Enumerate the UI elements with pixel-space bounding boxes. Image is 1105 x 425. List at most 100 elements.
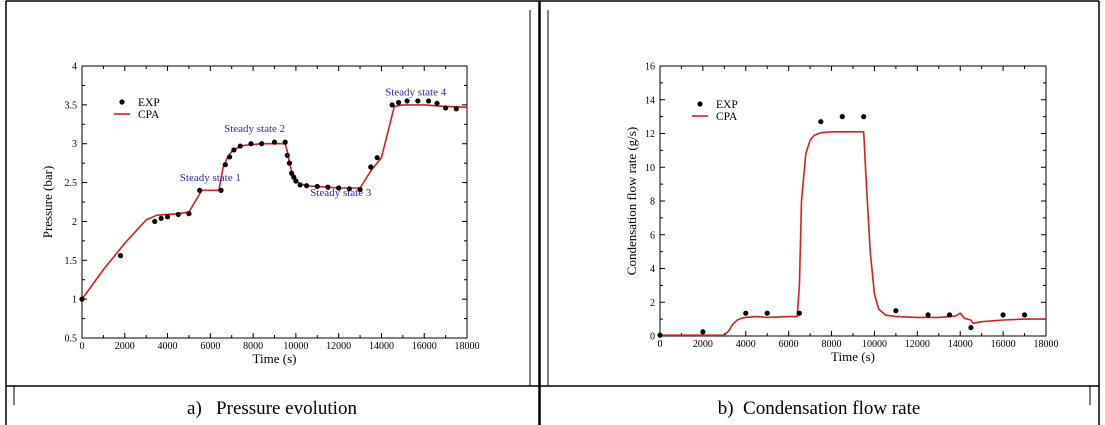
data-point-exp — [839, 114, 845, 120]
y-tick-label: 2 — [650, 298, 655, 309]
pressure-chart: 0 2000 4000 6000 8000 10000 12000 14000 16000 180… — [40, 62, 480, 367]
data-point-exp — [152, 218, 158, 225]
x-axis-label: Time (s) — [253, 351, 297, 366]
y-tick-label: 0 — [650, 332, 655, 343]
data-point-exp — [336, 185, 342, 191]
data-point-exp — [271, 139, 278, 145]
data-point-exp — [374, 155, 380, 161]
x-axis-label: Time (s) — [831, 349, 875, 364]
data-point-exp — [946, 312, 953, 318]
data-point-exp — [286, 160, 293, 166]
data-point-exp — [231, 147, 237, 153]
data-point-exp — [404, 98, 410, 104]
data-point-exp — [79, 296, 85, 302]
data-point-exp — [368, 164, 374, 170]
data-point-exp — [197, 187, 203, 193]
x-tick-label: 10000 — [283, 341, 308, 352]
data-point-exp — [818, 119, 824, 125]
annotation: Steady state 4 — [385, 87, 447, 99]
data-point-exp — [314, 183, 320, 190]
condensation-chart: 0 2000 4000 6000 8000 10000 12000 14000 16000 180… — [624, 62, 1059, 365]
data-point-exp — [226, 154, 233, 160]
y-tick-label: 10 — [645, 163, 655, 174]
x-tick-label: 16000 — [412, 341, 437, 352]
data-point-exp — [289, 170, 295, 176]
y-tick-label: 1 — [72, 295, 77, 306]
legend-label-cpa: CPA — [138, 109, 160, 121]
legend-label-exp: EXP — [138, 97, 160, 109]
x-tick-label: 10000 — [862, 339, 887, 350]
x-tick-label: 8000 — [822, 339, 842, 350]
data-point-exp — [175, 211, 181, 218]
x-tick-label: 14000 — [369, 341, 394, 352]
data-point-exp — [389, 102, 395, 108]
y-tick-label: 8 — [650, 197, 655, 208]
data-point-exp — [434, 100, 440, 106]
data-point-exp — [796, 310, 802, 316]
x-tick-label: 16000 — [991, 339, 1016, 350]
x-tick-label: 0 — [80, 341, 85, 352]
series-line-cpa — [660, 131, 1046, 336]
data-point-exp — [164, 214, 171, 220]
x-tick-label: 4000 — [736, 339, 756, 350]
data-point-exp — [357, 186, 363, 193]
x-tick-label: 6000 — [200, 341, 220, 352]
data-point-exp — [453, 106, 459, 112]
data-point-exp — [657, 332, 663, 338]
legend-label-exp: EXP — [716, 99, 738, 111]
y-tick-label: 0.5 — [65, 334, 78, 345]
y-tick-label: 16 — [645, 62, 655, 73]
data-point-exp — [443, 105, 449, 111]
y-tick-label: 1.5 — [65, 256, 78, 267]
data-point-exp — [743, 310, 749, 316]
caption-pressure-evolution: a) Pressure evolution — [187, 398, 357, 419]
y-tick-label: 4 — [72, 62, 77, 73]
data-point-exp — [284, 152, 290, 158]
annotation: Steady state 2 — [224, 123, 285, 135]
y-axis-label: Pressure (bar) — [40, 166, 55, 239]
data-point-exp — [346, 186, 352, 192]
plot-a-image-frame — [13, 10, 531, 405]
data-point-exp — [325, 184, 331, 190]
data-point-exp — [893, 308, 899, 314]
y-tick-label: 3.5 — [65, 100, 78, 111]
data-point-exp — [222, 162, 228, 168]
x-tick-label: 2000 — [115, 341, 135, 352]
legend-marker-exp — [119, 99, 125, 105]
data-point-exp — [764, 310, 770, 316]
data-point-exp — [282, 139, 288, 145]
table-frame — [5, 0, 1100, 425]
data-point-exp — [297, 182, 303, 188]
y-tick-label: 4 — [650, 264, 655, 275]
y-tick-label: 2 — [72, 217, 77, 228]
data-point-exp — [415, 98, 421, 104]
plot-b-image-frame — [547, 10, 1091, 405]
legend-label-cpa: CPA — [716, 111, 738, 123]
x-tick-label: 18000 — [1034, 339, 1059, 350]
y-tick-label: 2.5 — [65, 178, 78, 189]
x-tick-label: 0 — [658, 339, 663, 350]
annotation: Steady state 3 — [310, 187, 372, 199]
y-tick-label: 6 — [650, 230, 655, 241]
data-point-exp — [117, 253, 124, 259]
caption-condensation-flow-rate: b) Condensation flow rate — [718, 398, 921, 419]
data-point-exp — [158, 215, 164, 221]
data-point-exp — [248, 141, 254, 147]
x-tick-label: 14000 — [948, 339, 973, 350]
x-tick-label: 12000 — [905, 339, 930, 350]
data-point-exp — [1000, 312, 1006, 318]
x-tick-label: 4000 — [158, 341, 178, 352]
annotation: Steady state 1 — [180, 172, 241, 184]
data-point-exp — [1021, 312, 1028, 318]
data-point-exp — [395, 99, 402, 106]
y-tick-label: 12 — [645, 129, 655, 140]
data-point-exp — [293, 178, 299, 184]
data-point-exp — [861, 114, 867, 120]
x-tick-label: 6000 — [779, 339, 799, 350]
data-point-exp — [259, 141, 265, 147]
data-point-exp — [925, 312, 931, 318]
data-point-exp — [237, 143, 243, 149]
data-point-exp — [700, 329, 706, 335]
data-point-exp — [218, 187, 224, 193]
